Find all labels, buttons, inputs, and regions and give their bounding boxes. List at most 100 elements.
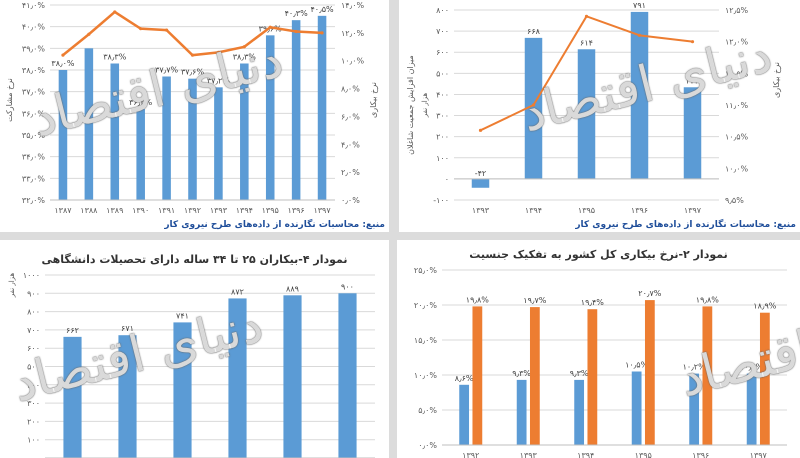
chart-title: نمودار ۲-نرخ بیکاری کل کشور به تفکیک جنس…: [469, 248, 728, 261]
y-axis-unit: هزار نفر: [421, 92, 429, 118]
data-label: ۳۷٫۲%: [207, 76, 231, 85]
line-point: [139, 27, 143, 31]
y-tick-label: ۳۹٫۰%: [22, 44, 46, 53]
data-label: ۳۷٫۷%: [155, 66, 179, 75]
data-label: ۳۸٫۳%: [103, 53, 127, 62]
bar: [84, 48, 94, 201]
bar: [759, 312, 770, 445]
y-tick-label: ۲۰۰: [27, 417, 40, 426]
y-tick-label: ۸۰۰: [27, 308, 40, 317]
x-tick-label: ۱۳۹۳: [520, 451, 538, 458]
y-tick-label: ۷۰۰: [436, 27, 449, 36]
line-point: [164, 28, 169, 32]
bar: [529, 307, 540, 445]
x-tick-label: ۱۳۸۷: [54, 206, 72, 215]
x-tick-label: ۱۳۹۱: [158, 206, 175, 215]
y2-tick-label: ۶٫۰%: [341, 112, 360, 121]
bar: [702, 306, 713, 445]
line-point: [320, 31, 324, 35]
y-tick-label: ۱۰۰۰: [23, 271, 40, 280]
data-label: ۹۰۰: [341, 282, 354, 291]
data-label: ۱۸٫۹%: [753, 302, 777, 311]
data-label: ۴۳۴: [686, 76, 699, 85]
x-tick-label: ۱۳۸۸: [80, 206, 98, 215]
y-tick-label: ۵٫۰%: [418, 406, 437, 415]
data-label: ۱۹٫۴%: [581, 298, 605, 307]
y-tick-label: ۵۰۰: [27, 363, 40, 372]
y-tick-label: ۳۳٫۰%: [22, 174, 46, 183]
chart-caption: منبع: محاسبات نگارنده از داده‌های طرح نی…: [0, 218, 389, 232]
bar: [459, 384, 470, 445]
y-tick-label: ۲۰۰: [436, 133, 449, 142]
y-tick-label: ۸۰۰: [436, 6, 449, 15]
y2-tick-label: ۱۲٫۰%: [725, 38, 749, 47]
bar: [265, 35, 275, 201]
y-tick-label: ۹۰۰: [27, 289, 40, 298]
data-label: ۱۰٫۲%: [683, 363, 707, 372]
data-label: ۴۰٫۵%: [310, 5, 334, 14]
y2-tick-label: ۱۲٫۵%: [725, 6, 749, 15]
bar: [471, 178, 490, 188]
data-label: ۲۰٫۷%: [638, 289, 661, 298]
line-point: [294, 29, 298, 34]
line-point: [690, 40, 695, 44]
y-tick-label: ۶۰۰: [436, 48, 449, 57]
line-point: [87, 32, 91, 36]
bar: [746, 373, 757, 445]
data-label: ۳۷٫۶%: [181, 68, 205, 77]
bar: [577, 49, 596, 179]
data-label: ۱۹٫۷%: [523, 296, 547, 305]
line-point: [478, 128, 483, 132]
bar: [110, 63, 120, 200]
bar: [188, 78, 197, 200]
y-tick-label: ۴۱٫۰%: [22, 1, 46, 10]
line-point: [61, 53, 65, 57]
line-point: [268, 25, 272, 29]
y-axis-title: نرخ مشارکت: [5, 78, 14, 122]
y-tick-label: ۱۰۰: [27, 436, 40, 445]
data-label: ۶۱۴: [580, 38, 593, 47]
y-tick-label: ۴۰۰: [436, 90, 449, 99]
x-tick-label: ۱۳۹۲: [462, 451, 479, 458]
y-tick-label: ۰: [36, 454, 40, 458]
line-point: [584, 14, 589, 18]
y-tick-label: ۳۴٫۰%: [22, 153, 46, 162]
y2-tick-label: ۱۰٫۰%: [341, 57, 365, 66]
y-tick-label: ۵۰۰: [436, 69, 449, 78]
bar: [644, 300, 655, 445]
y-tick-label: ۳۷٫۰%: [22, 88, 46, 97]
y2-tick-label: ۰٫۰%: [341, 196, 360, 205]
line-point: [190, 53, 195, 57]
line-point: [216, 50, 221, 54]
bar: [63, 336, 82, 458]
y-tick-label: ۳۶٫۰%: [22, 109, 46, 118]
bar: [630, 11, 649, 179]
employment-chart: -۱۰۰ ۰ ۱۰۰ ۲۰۰ ۳۰۰ ۴۰۰ ۵۰۰ ۶۰۰ ۷۰۰ ۸۰۰ ۹٫۵% ۱۰٫۰% ۱۰…: [406, 1, 781, 215]
y-tick-label: ۳۰۰: [27, 399, 40, 408]
bar: [58, 70, 68, 200]
data-label: ۶۷۱: [121, 324, 134, 333]
x-tick-label: ۱۳۹۵: [578, 206, 595, 215]
bar: [118, 335, 137, 458]
data-label: ۹٫۳%: [512, 369, 531, 378]
y2-tick-label: ۱۴٫۰%: [341, 1, 365, 10]
y-tick-label: ۴۰۰: [27, 381, 40, 390]
data-label: ۱۰٫۲%: [740, 363, 764, 372]
y-tick-label: ۱۰۰: [436, 154, 449, 163]
data-label: ۱۰٫۵%: [625, 361, 649, 370]
y-tick-label: ۴۰٫۰%: [22, 23, 46, 32]
bar: [283, 295, 302, 458]
y-tick-label: ۲۵٫۰%: [414, 266, 438, 275]
bar: [689, 373, 700, 445]
x-tick-label: ۱۳۹۵: [262, 206, 279, 215]
chart-panel-graduates: ۰ ۱۰۰ ۲۰۰ ۳۰۰ ۴۰۰ ۵۰۰ ۶۰۰ ۷۰۰ ۸۰۰ ۹۰۰ ۱۰۰۰ هزار نفر…: [0, 240, 389, 458]
bar: [136, 109, 145, 200]
y-tick-label: ۰: [445, 175, 449, 184]
x-tick-label: ۱۳۹۴: [236, 206, 253, 215]
bar: [574, 379, 585, 445]
line-point: [113, 10, 117, 14]
x-tick-label: ۱۳۹۷: [750, 451, 768, 458]
bar: [472, 306, 483, 445]
data-label: ۳۸٫۳%: [233, 53, 257, 62]
y-tick-label: ۳۰۰: [436, 112, 449, 121]
